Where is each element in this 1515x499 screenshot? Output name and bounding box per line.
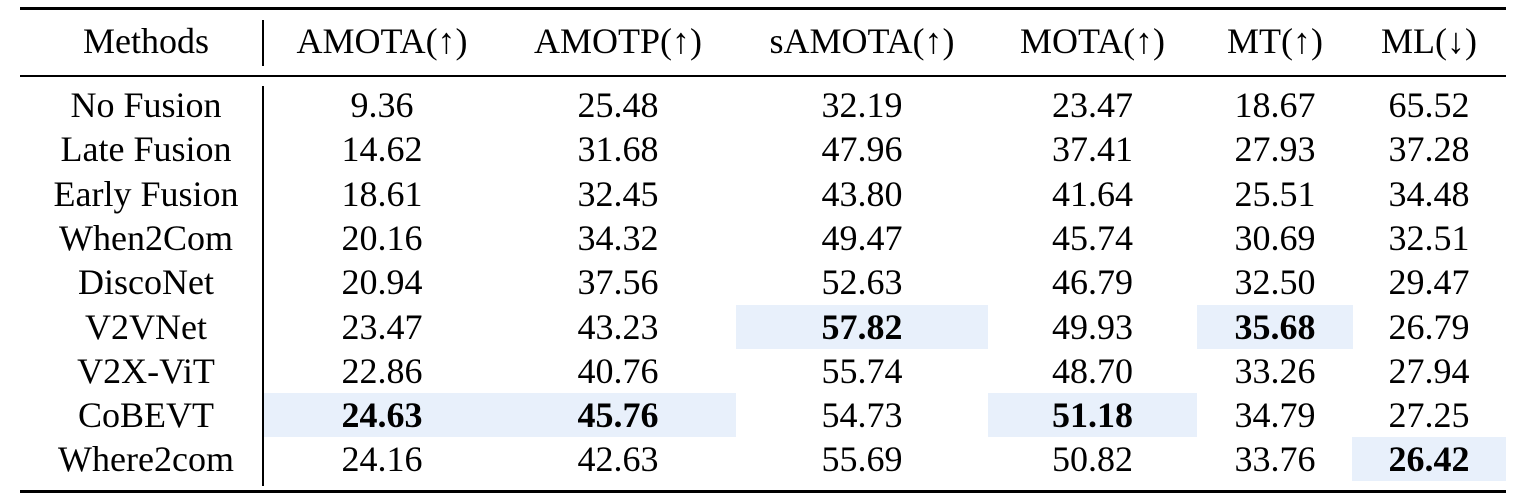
value-cell: 34.79 [1234, 395, 1316, 436]
value-cell: 49.47 [821, 217, 903, 258]
value-cell: 45.76 [500, 393, 736, 438]
value-cell: 54.73 [821, 395, 903, 436]
header-cell: AMOTP(↑) [534, 21, 702, 61]
value-cell: 34.48 [1388, 173, 1470, 214]
value-cell: 32.45 [577, 173, 659, 214]
value-cell: 18.67 [1234, 85, 1316, 125]
header-rule [20, 75, 1506, 77]
header-cell: sAMOTA(↑) [769, 21, 955, 61]
value-cell: 27.94 [1388, 350, 1470, 391]
value-cell: 14.62 [341, 129, 423, 170]
value-cell: 27.25 [1388, 395, 1470, 436]
value-cell: 31.68 [577, 129, 659, 170]
header-divider [262, 20, 264, 66]
value-cell: 37.41 [1052, 129, 1133, 170]
value-cell: 37.28 [1388, 129, 1470, 170]
value-cell: 52.63 [821, 262, 903, 303]
top-rule [20, 7, 1506, 10]
value-cell: 18.61 [341, 173, 423, 214]
value-cell: 25.51 [1234, 173, 1316, 214]
value-cell: 34.32 [577, 217, 659, 258]
value-cell: 33.76 [1234, 439, 1316, 480]
value-cell: 32.51 [1388, 217, 1470, 258]
header-cell: MOTA(↑) [1019, 21, 1166, 61]
value-cell: 50.82 [1052, 439, 1133, 480]
value-cell: 41.64 [1052, 173, 1133, 214]
value-cell: 24.63 [264, 393, 500, 438]
method-cell: DiscoNet [78, 262, 214, 303]
value-cell: 24.16 [341, 439, 423, 480]
method-cell: V2VNet [85, 306, 207, 347]
value-cell: 26.42 [1352, 437, 1506, 482]
value-cell: 20.94 [341, 262, 423, 303]
value-cell: 23.47 [1052, 85, 1133, 125]
method-cell: No Fusion [70, 85, 222, 125]
value-cell: 22.86 [341, 350, 423, 391]
value-cell: 27.93 [1234, 129, 1316, 170]
method-cell: When2Com [59, 217, 233, 258]
value-cell: 43.80 [821, 173, 903, 214]
method-cell: Early Fusion [53, 173, 239, 214]
header-cell: ML(↓) [1381, 21, 1477, 61]
value-cell: 20.16 [341, 217, 423, 258]
value-cell: 40.76 [577, 350, 659, 391]
value-cell: 23.47 [341, 306, 423, 347]
value-cell: 57.82 [736, 304, 988, 349]
value-cell: 55.74 [821, 350, 903, 391]
value-cell: 35.68 [1197, 304, 1353, 349]
value-cell: 45.74 [1052, 217, 1133, 258]
value-cell: 33.26 [1234, 350, 1316, 391]
header-cell: Methods [83, 21, 209, 61]
value-cell: 48.70 [1052, 350, 1133, 391]
value-cell: 37.56 [577, 262, 659, 303]
value-cell: 49.93 [1052, 306, 1133, 347]
value-cell: 25.48 [577, 85, 659, 125]
value-cell: 43.23 [577, 306, 659, 347]
body-divider [262, 86, 264, 486]
value-cell: 26.79 [1388, 306, 1470, 347]
value-cell: 32.19 [821, 85, 903, 125]
value-cell: 65.52 [1388, 85, 1470, 125]
method-cell: Late Fusion [60, 129, 232, 170]
value-cell: 29.47 [1388, 262, 1470, 303]
method-cell: V2X-ViT [77, 350, 215, 391]
header-cell: MT(↑) [1227, 21, 1323, 61]
value-cell: 30.69 [1234, 217, 1316, 258]
method-cell: CoBEVT [77, 395, 214, 436]
value-cell: 51.18 [988, 393, 1197, 438]
header-cell: AMOTA(↑) [296, 21, 468, 61]
value-cell: 9.36 [350, 85, 414, 125]
value-cell: 46.79 [1052, 262, 1133, 303]
value-cell: 32.50 [1234, 262, 1316, 303]
value-cell: 55.69 [821, 439, 903, 480]
method-cell: Where2com [58, 439, 234, 480]
bottom-rule [20, 490, 1506, 493]
value-cell: 47.96 [821, 129, 903, 170]
value-cell: 42.63 [577, 439, 659, 480]
